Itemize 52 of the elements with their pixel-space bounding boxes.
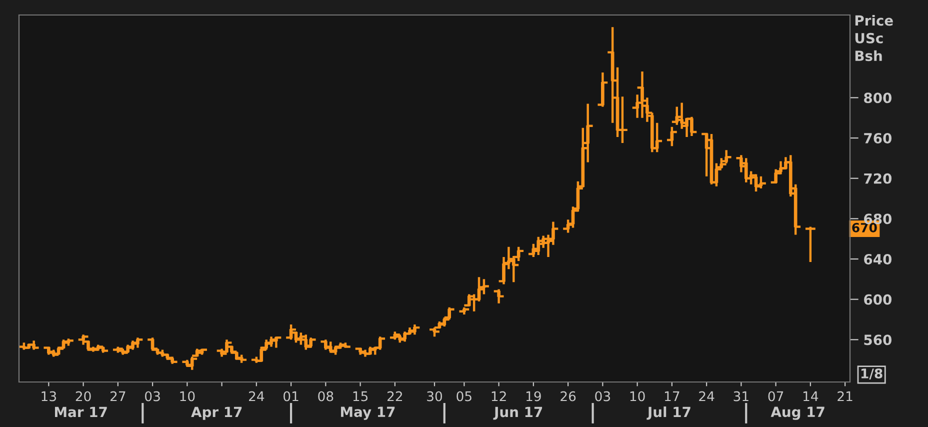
y-axis-title: Price USc Bsh [855, 15, 893, 62]
x-tick-label: 13 [42, 391, 56, 402]
y-tick-label: 560 [864, 334, 892, 346]
y-tick-label: 640 [864, 254, 892, 264]
text: 1/8 [861, 368, 882, 380]
text: Apr 17 [191, 406, 242, 420]
y-tick-label: 680 [864, 214, 892, 224]
candlestick [62, 338, 75, 347]
candlestick [666, 126, 678, 148]
text: Mar 17 [55, 406, 107, 418]
candlestick [670, 106, 683, 126]
x-tick-label: 30 [427, 391, 442, 402]
text: 670 [852, 222, 877, 232]
x-tick-label: 14 [803, 391, 818, 402]
candlestick [304, 336, 317, 349]
text: Aug 17 [770, 406, 824, 420]
x-tick-label: 17 [664, 391, 680, 402]
x-tick-label: 03 [145, 391, 160, 402]
candlestick [146, 336, 159, 352]
x-tick-label: 27 [110, 391, 126, 402]
x-tick-label: 31 [734, 391, 748, 402]
candlestick [236, 354, 248, 364]
candlestick [754, 175, 768, 190]
text: Jul 17 [646, 406, 690, 420]
text: Jun 17 [493, 406, 542, 420]
x-tick-label: 07 [768, 391, 784, 402]
y-tick-label: 720 [864, 173, 892, 184]
candlestick [166, 356, 178, 365]
x-tick-label: 10 [630, 391, 645, 402]
y-tick-label: 800 [864, 92, 892, 104]
text: May 17 [341, 406, 395, 420]
x-tick-label: 12 [492, 391, 506, 402]
x-tick-label: 01 [284, 391, 298, 402]
x-tick-label: 03 [595, 391, 610, 402]
candlestick [294, 331, 308, 346]
x-tick-label: 26 [560, 391, 576, 402]
y-tick-label: 760 [864, 132, 892, 144]
candlestick [492, 288, 505, 304]
candlestick [804, 226, 816, 264]
x-tick-label: 22 [388, 391, 402, 402]
candlestick [720, 148, 732, 164]
x-tick-label: 05 [456, 391, 472, 402]
x-tick-label: 08 [318, 391, 334, 402]
x-tick-label: 20 [76, 391, 91, 402]
x-tick-label: 21 [838, 391, 852, 402]
x-tick-label: 24 [249, 391, 264, 402]
y-tick-label: 600 [864, 294, 892, 305]
x-tick-label: 15 [353, 391, 368, 402]
candlestick [596, 71, 609, 108]
x-tick-label: 19 [526, 391, 541, 402]
x-tick-label: 24 [699, 391, 714, 402]
x-tick-label: 10 [180, 391, 195, 402]
